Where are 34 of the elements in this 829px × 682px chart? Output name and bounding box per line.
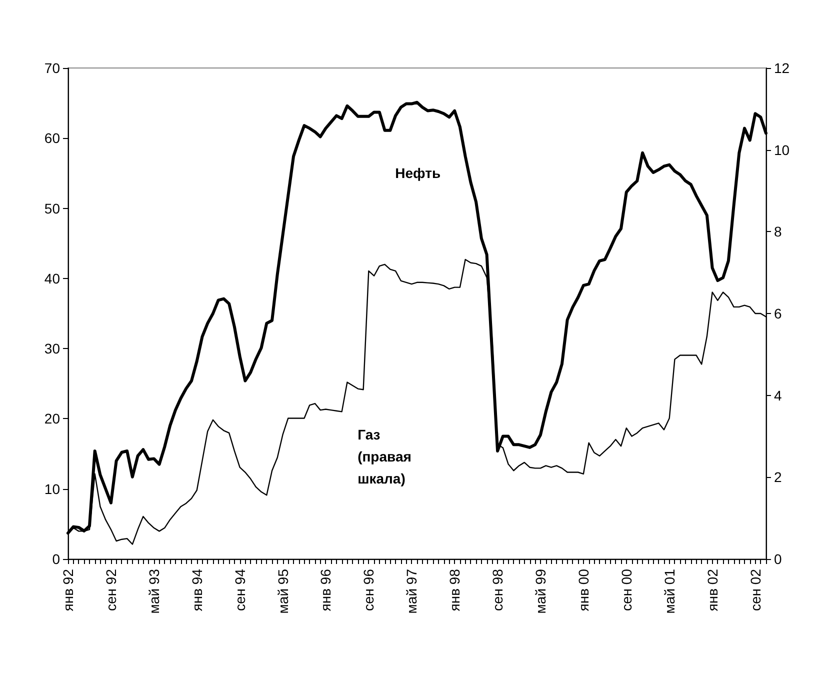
y2-tick-label: 12 [774,60,790,76]
x-tick-label: сен 94 [232,568,248,611]
y2-tick-label: 2 [774,469,782,486]
x-tick-label: сен 96 [360,568,377,611]
x-tick-label: май 99 [532,568,548,614]
y2-tick-label: 8 [774,224,782,240]
y-tick-label: 70 [44,60,60,76]
x-tick-label: май 97 [404,568,420,614]
x-tick-label: сен 92 [102,568,119,611]
y-tick-label: 50 [44,200,60,216]
y2-tick-label: 4 [774,387,782,404]
x-tick-label: сен 98 [490,568,506,611]
y-tick-label: 20 [44,410,60,427]
x-tick-label: янв 00 [575,568,592,612]
y2-tick-label: 6 [774,306,782,322]
x-tick-label: сен 02 [747,568,764,611]
series-label: Газ (правая шкала) [358,426,416,487]
x-tick-label: май 95 [274,568,291,614]
x-tick-label: янв 02 [704,568,720,612]
series-label: Нефть [395,165,441,182]
y-tick-label: 10 [44,480,60,497]
x-tick-label: янв 96 [318,568,334,612]
x-tick-label: май 01 [661,568,678,614]
y-tick-label: 0 [52,551,60,567]
x-tick-label: май 93 [146,568,162,614]
y2-tick-label: 10 [774,142,790,158]
y-tick-label: 60 [44,130,60,146]
x-tick-label: янв 98 [446,568,463,612]
x-tick-label: сен 00 [618,568,634,611]
x-tick-label: янв 92 [60,568,76,612]
y-tick-label: 30 [44,340,60,357]
x-tick-label: янв 94 [188,568,205,612]
y2-tick-label: 0 [774,551,782,567]
y-tick-label: 40 [44,270,60,286]
